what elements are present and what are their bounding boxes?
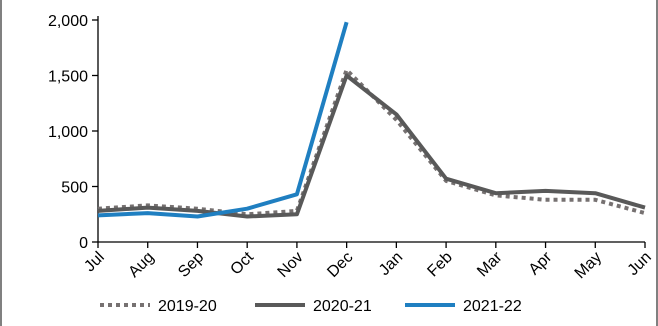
y-tick-label: 2,000 [48,13,88,30]
y-tick-label: 1,000 [48,124,88,141]
series-layer [97,21,646,219]
y-tick-label: 0 [79,235,88,252]
legend-label-2020-21: 2020-21 [313,298,372,315]
series-line-2020-21 [97,73,646,219]
y-tick-label: 500 [61,180,88,197]
y-tick-label: 1,500 [48,69,88,86]
legend-label-2019-20: 2019-20 [158,298,217,315]
legend-label-2021-22: 2021-22 [463,298,522,315]
legend: 2019-20 2020-21 2021-22 [100,298,522,315]
series-line-2021-22 [97,21,349,219]
